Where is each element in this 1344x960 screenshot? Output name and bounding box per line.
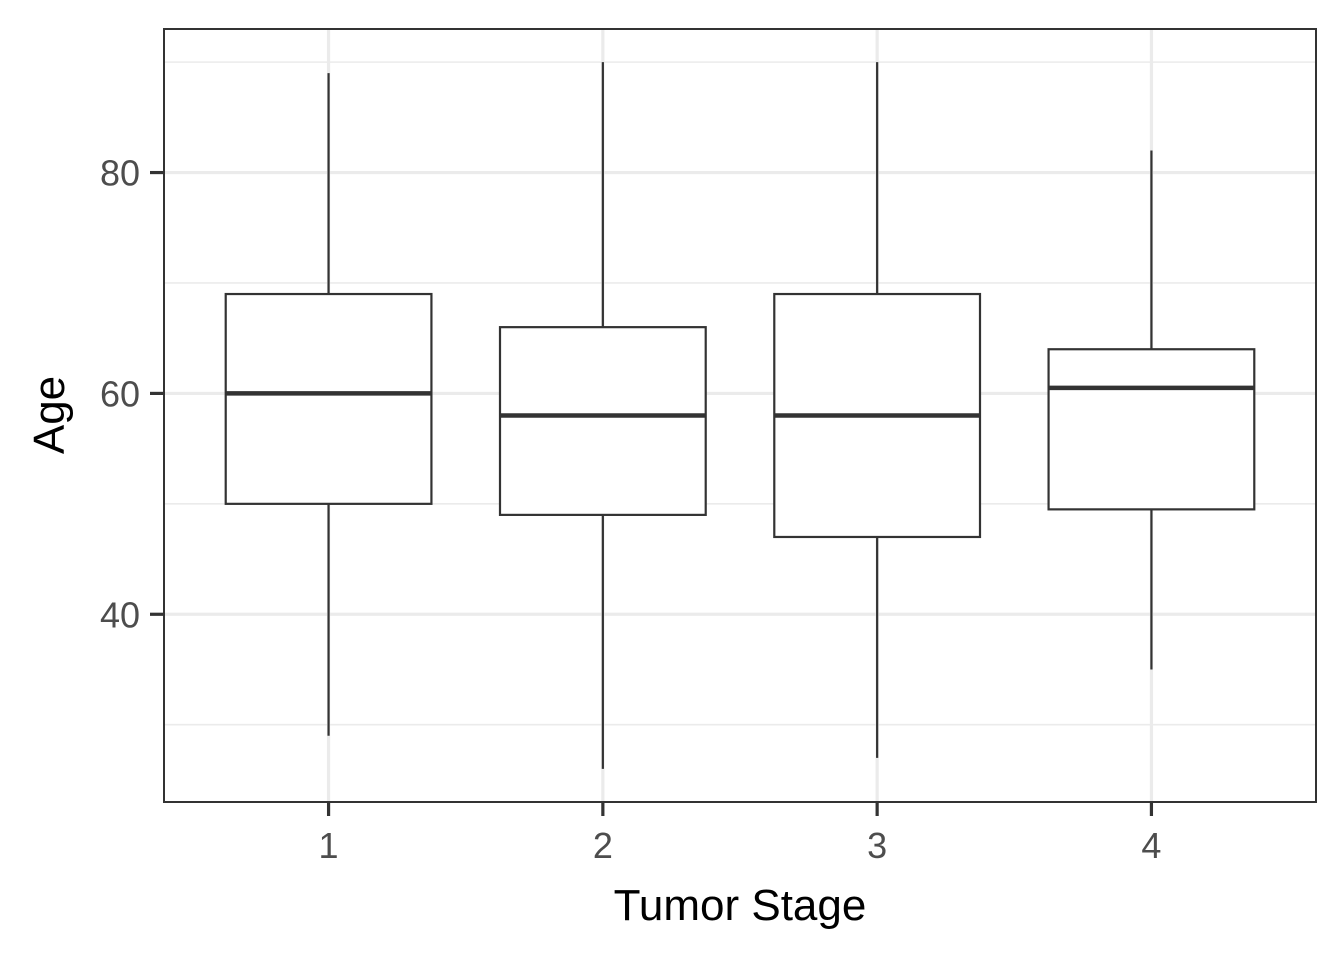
box-stage-3 [773, 62, 982, 758]
box-stage-1 [224, 73, 433, 736]
box-iqr [1047, 348, 1256, 511]
box-series [224, 62, 1256, 769]
y-tick-label: 40 [100, 594, 140, 635]
y-axis-title: Age [25, 376, 74, 454]
y-tick-label: 80 [100, 153, 140, 194]
x-tick-label: 4 [1141, 825, 1161, 866]
box-stage-4 [1047, 150, 1256, 670]
x-tick-label: 2 [593, 825, 613, 866]
panel-border [163, 28, 1317, 803]
x-tick-label: 3 [867, 825, 887, 866]
box-iqr [224, 292, 433, 505]
y-tick-label: 60 [100, 373, 140, 414]
axes: 40 60 80 1 2 3 4 [100, 153, 1161, 866]
box-iqr [498, 326, 707, 516]
x-axis-title: Tumor Stage [614, 881, 867, 930]
box-stage-2 [498, 62, 707, 769]
x-tick-label: 1 [319, 825, 339, 866]
